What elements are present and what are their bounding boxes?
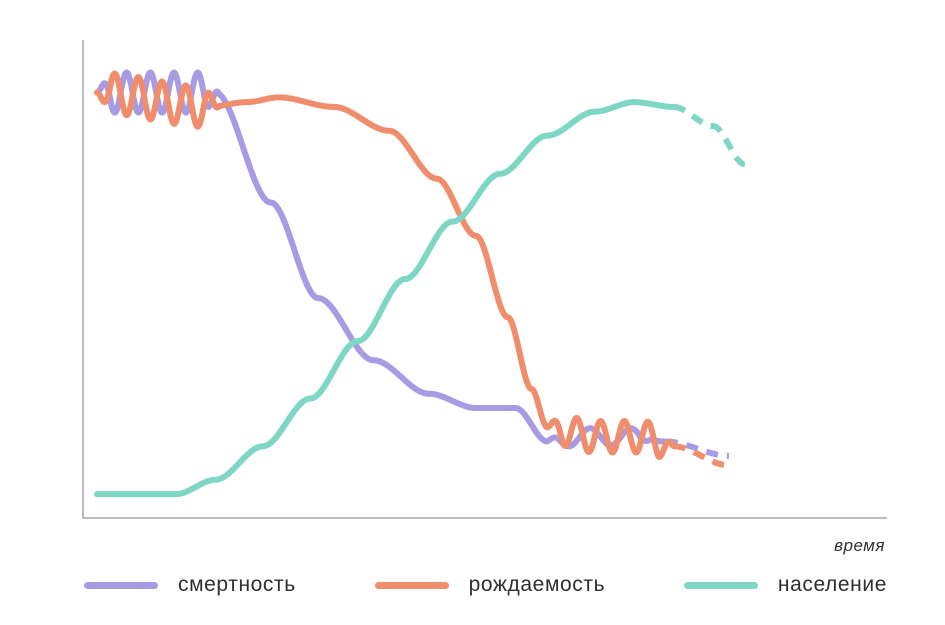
legend-label-population: население [777, 573, 887, 596]
series-forecast-mortality [665, 438, 729, 459]
series-forecast-birth_rate [673, 443, 730, 469]
x-axis-label: время [834, 536, 885, 555]
legend-swatch-birth-rate [374, 581, 449, 589]
legend-label-mortality: смертность [178, 573, 296, 596]
series-layer [94, 69, 746, 498]
legend-item-mortality: смертность [84, 573, 296, 597]
series-line-birth_rate [94, 70, 677, 460]
legend-item-population: население [683, 573, 887, 597]
legend-label-birth-rate: рождаемость [468, 573, 606, 596]
series-forecast-population [673, 103, 746, 168]
legend-item-birth-rate: рождаемость [374, 573, 606, 597]
series-line-population [94, 99, 677, 498]
legend-swatch-mortality [84, 581, 158, 589]
legend-swatch-population [683, 581, 758, 589]
legend: смертность рождаемость население [84, 568, 887, 602]
